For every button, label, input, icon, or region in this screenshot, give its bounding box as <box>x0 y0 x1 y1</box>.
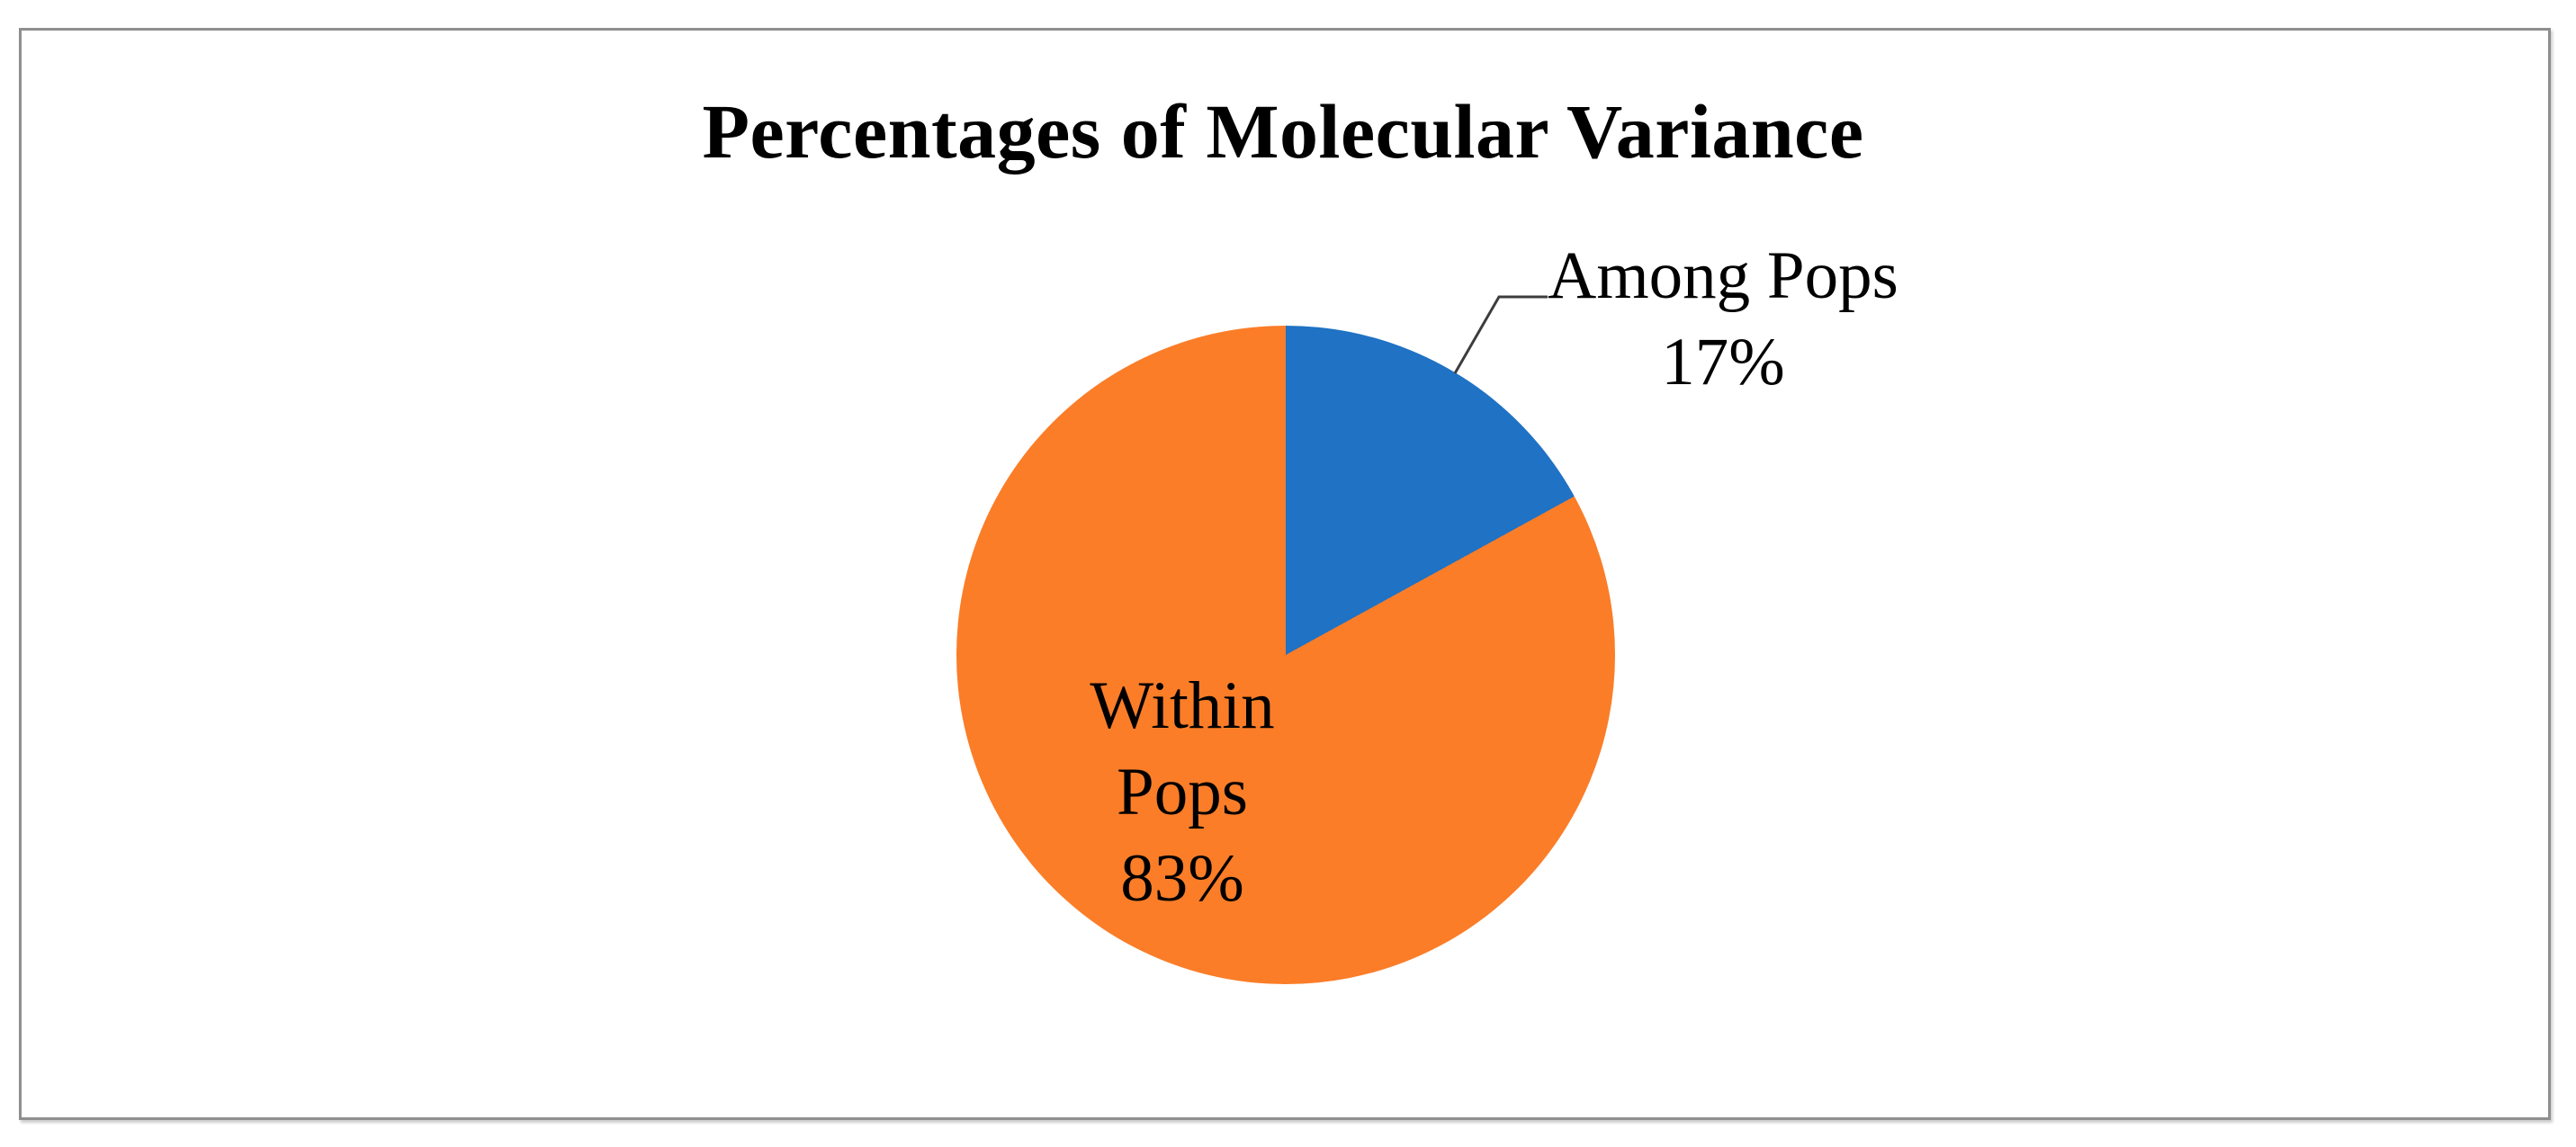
data-label-among-pops-name: Among Pops <box>1548 238 1898 313</box>
data-label-within-pops-value: 83% <box>1120 841 1244 916</box>
pie-chart <box>956 326 1615 984</box>
data-label-within-pops: Within Pops 83% <box>1090 663 1274 922</box>
chart-title: Percentages of Molecular Variance <box>702 88 1864 175</box>
data-label-within-pops-name-line2: Pops <box>1117 755 1248 829</box>
data-label-within-pops-name-line1: Within <box>1090 668 1275 743</box>
data-label-among-pops: Among Pops 17% <box>1548 233 1898 406</box>
data-label-among-pops-value: 17% <box>1661 325 1785 399</box>
